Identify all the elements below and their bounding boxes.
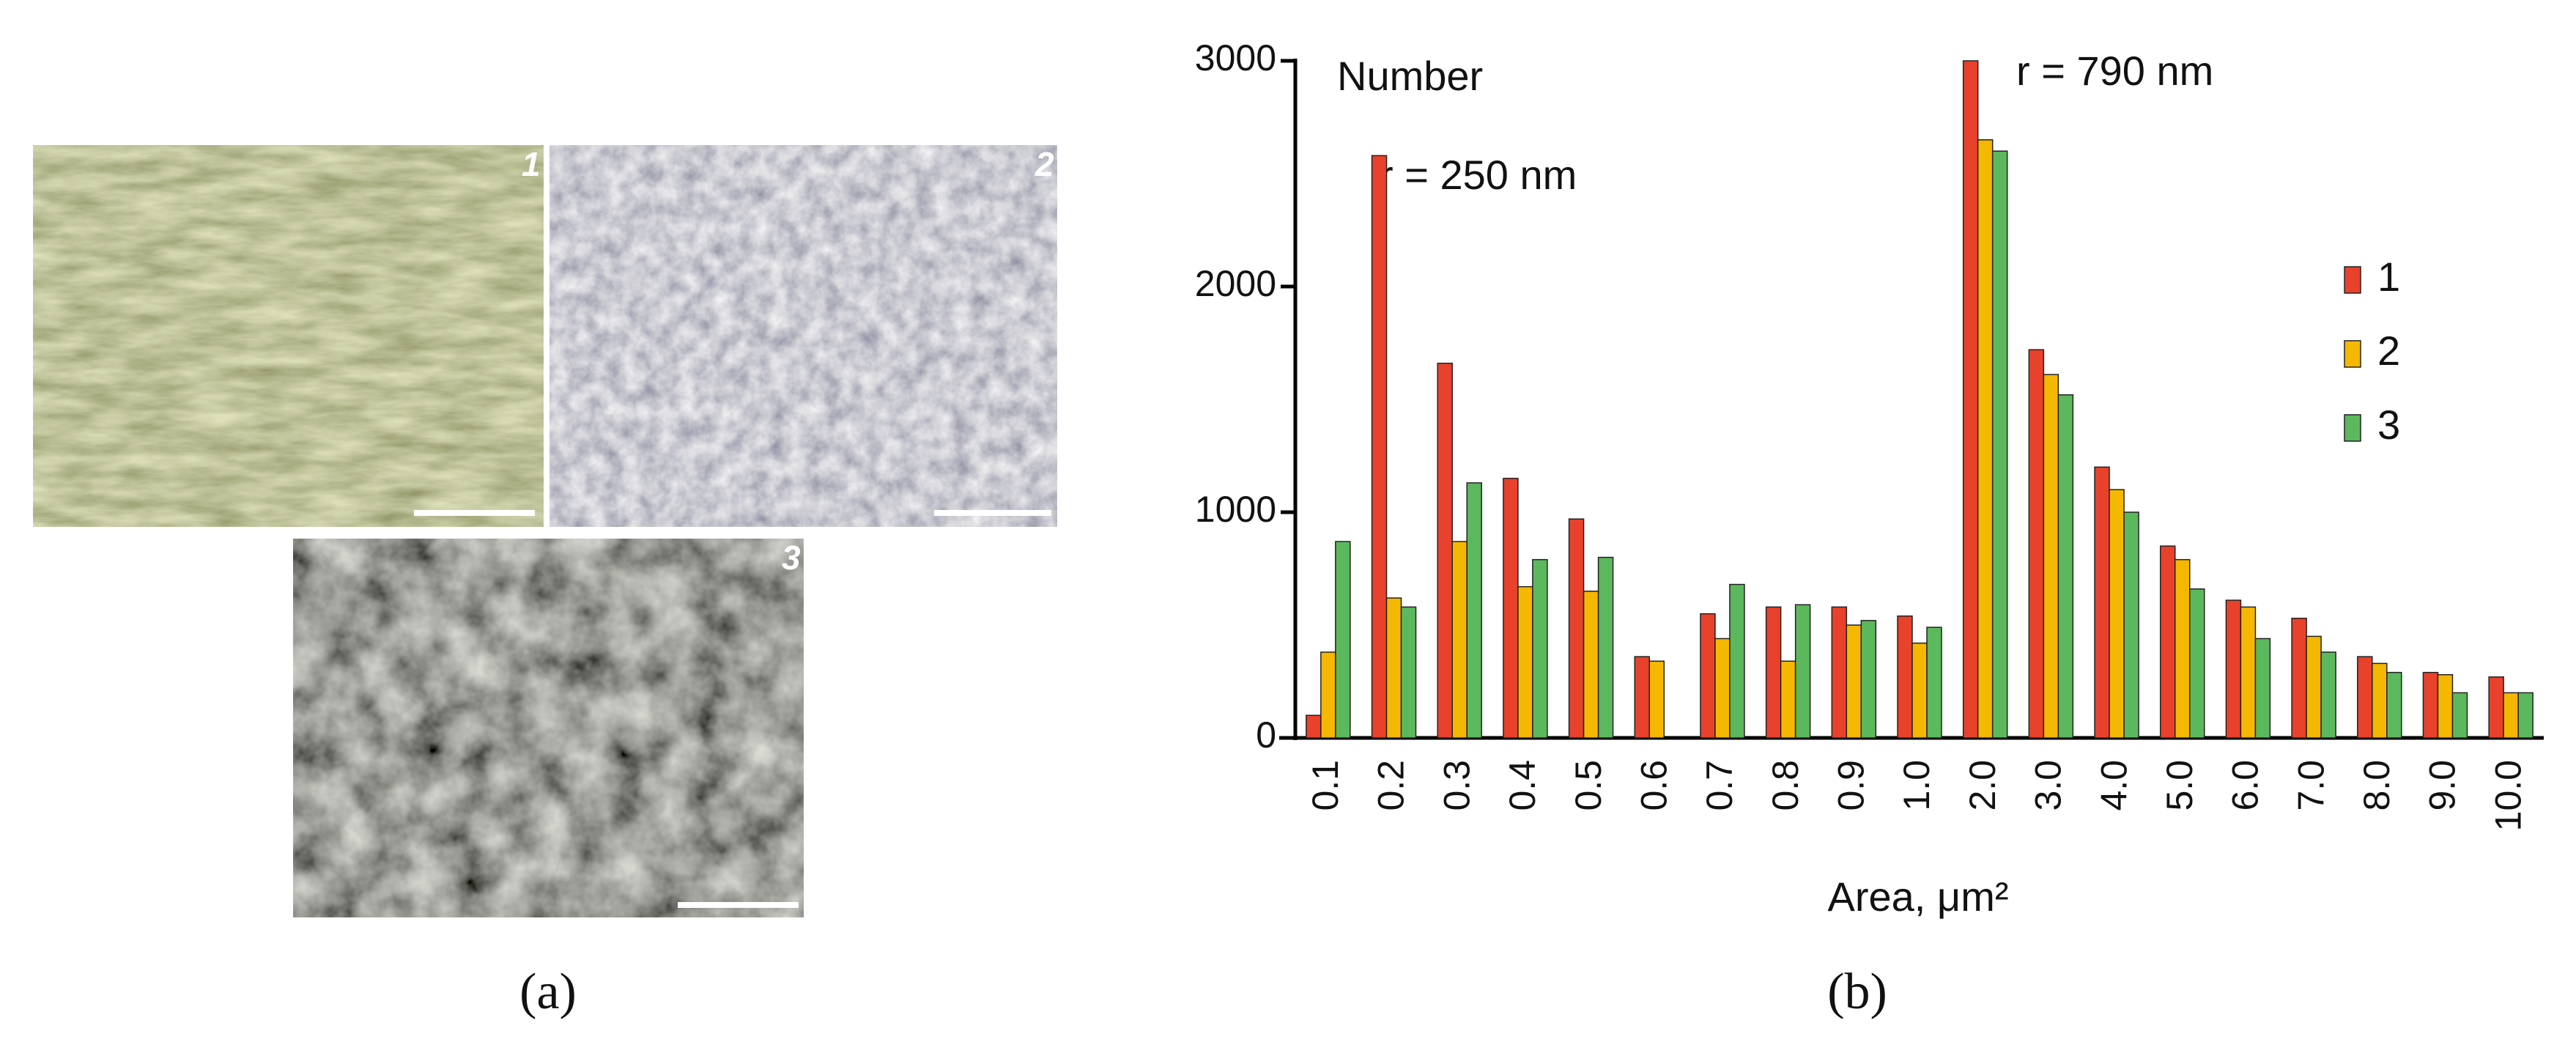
micrograph bbox=[293, 539, 804, 917]
bar bbox=[2488, 676, 2504, 739]
x-tick-label: 5.0 bbox=[2159, 760, 2200, 811]
image-label: 1 bbox=[522, 145, 541, 183]
bar bbox=[1962, 60, 1979, 739]
bar bbox=[2174, 558, 2191, 739]
x-tick-label: 1.0 bbox=[1896, 760, 1937, 811]
bar bbox=[2503, 692, 2519, 739]
bar bbox=[1648, 660, 1665, 739]
bar bbox=[1371, 155, 1388, 739]
bar bbox=[2109, 489, 2125, 739]
bar bbox=[1831, 606, 1848, 739]
y-tick-label: 0 bbox=[1256, 714, 1276, 755]
y-tick-label: 1000 bbox=[1195, 489, 1276, 530]
x-tick-label: 0.5 bbox=[1568, 760, 1609, 811]
bar bbox=[2306, 635, 2322, 739]
bar bbox=[2159, 545, 2176, 739]
x-tick-label: 0.3 bbox=[1436, 760, 1477, 811]
bar bbox=[1385, 597, 1402, 739]
y-tick-label: 3000 bbox=[1195, 37, 1276, 78]
legend-label: 2 bbox=[2377, 328, 2400, 374]
bar bbox=[1846, 624, 1862, 739]
bar bbox=[2028, 349, 2045, 739]
x-tick-label: 2.0 bbox=[1962, 760, 2003, 811]
annotation: r = 790 nm bbox=[2016, 48, 2213, 94]
x-tick-label: 0.6 bbox=[1633, 760, 1674, 811]
x-tick-label: 9.0 bbox=[2422, 760, 2463, 811]
bar bbox=[1400, 606, 1417, 739]
bar bbox=[2422, 671, 2439, 739]
annotation: r = 250 nm bbox=[1380, 152, 1577, 198]
bar bbox=[1320, 651, 1336, 739]
legend-label: 1 bbox=[2377, 254, 2400, 300]
x-tick-label: 0.8 bbox=[1765, 760, 1806, 811]
bar bbox=[2320, 651, 2336, 739]
bar bbox=[2225, 599, 2242, 739]
bar bbox=[2240, 606, 2257, 739]
bar bbox=[1503, 478, 1519, 739]
bar bbox=[2043, 374, 2059, 739]
bar bbox=[1597, 556, 1614, 739]
bar bbox=[1451, 541, 1467, 739]
x-axis-label: Area, μm² bbox=[1828, 873, 2009, 920]
x-tick-label: 8.0 bbox=[2356, 760, 2397, 811]
x-tick-label: 0.9 bbox=[1831, 760, 1872, 811]
x-tick-label: 4.0 bbox=[2093, 760, 2134, 811]
bar bbox=[1634, 656, 1651, 739]
bar bbox=[1700, 613, 1716, 739]
bar bbox=[1714, 638, 1731, 739]
x-tick-label: 10.0 bbox=[2487, 760, 2528, 831]
bar bbox=[1306, 714, 1322, 739]
bar bbox=[1466, 482, 1482, 739]
x-tick-label: 0.1 bbox=[1305, 760, 1346, 811]
bar bbox=[1517, 585, 1533, 739]
y-tick-label: 2000 bbox=[1195, 263, 1276, 304]
bar bbox=[1583, 591, 1599, 739]
bar bbox=[2057, 394, 2074, 739]
bar bbox=[1729, 583, 1745, 739]
bar bbox=[2094, 466, 2110, 739]
bar bbox=[2357, 656, 2373, 739]
bar bbox=[2254, 638, 2271, 739]
bar bbox=[1977, 139, 1994, 739]
bar bbox=[2123, 511, 2139, 739]
bar bbox=[2188, 588, 2205, 739]
x-tick-label: 0.4 bbox=[1502, 760, 1543, 811]
bar bbox=[2437, 674, 2454, 739]
bar bbox=[2291, 618, 2307, 739]
x-tick-label: 3.0 bbox=[2028, 760, 2069, 811]
image-label: 3 bbox=[782, 539, 801, 577]
bar bbox=[1335, 541, 1351, 739]
panel-label: (a) bbox=[519, 964, 577, 1020]
legend-swatch bbox=[2344, 414, 2361, 442]
x-tick-label: 6.0 bbox=[2225, 760, 2266, 811]
panel-label: (b) bbox=[1827, 964, 1887, 1020]
bar bbox=[1991, 150, 2008, 739]
bar bbox=[1780, 660, 1796, 739]
bar bbox=[2372, 662, 2388, 739]
x-tick-label: 0.2 bbox=[1371, 760, 1412, 811]
bar bbox=[1860, 620, 1877, 739]
bar bbox=[1437, 362, 1453, 739]
bar bbox=[1765, 606, 1782, 739]
x-tick-label: 0.7 bbox=[1699, 760, 1740, 811]
bar bbox=[1568, 518, 1585, 739]
y-axis-label: Number bbox=[1337, 53, 1483, 99]
micrograph bbox=[549, 145, 1057, 527]
image-label: 2 bbox=[1035, 145, 1054, 183]
bar bbox=[2451, 692, 2468, 739]
x-tick-label: 7.0 bbox=[2290, 760, 2331, 811]
bar bbox=[1794, 604, 1811, 739]
bar bbox=[2386, 671, 2402, 739]
bar bbox=[1897, 615, 1913, 739]
legend-label: 3 bbox=[2377, 402, 2400, 448]
legend-swatch bbox=[2344, 266, 2361, 294]
bar bbox=[1911, 642, 1928, 739]
bar bbox=[1532, 558, 1548, 739]
micrograph bbox=[33, 145, 544, 527]
bar bbox=[1926, 627, 1942, 739]
legend-swatch bbox=[2344, 340, 2361, 368]
bar bbox=[2517, 692, 2534, 739]
